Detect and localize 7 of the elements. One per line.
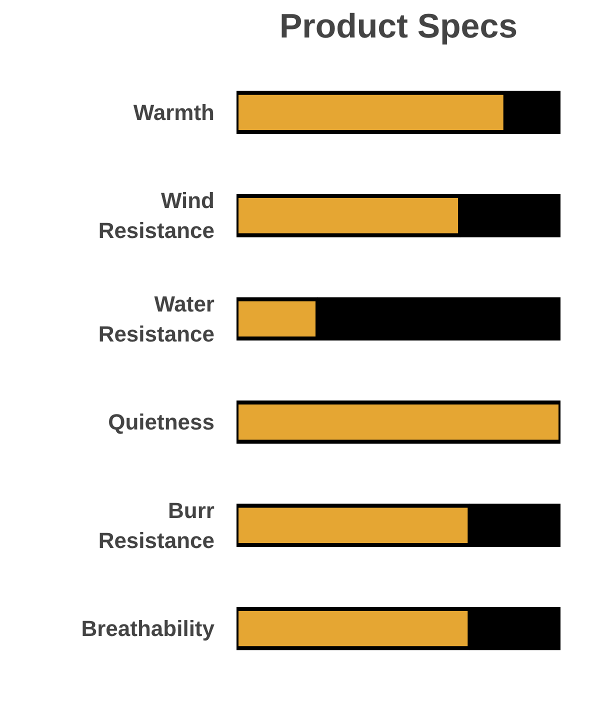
y-tick-label: Quietness xyxy=(108,410,215,435)
y-tick-label: Wind Resistance xyxy=(98,188,215,244)
y-tick-label: Breathability xyxy=(81,616,216,642)
y-tick-label: Burr Resistance xyxy=(98,498,215,553)
y-tick-label: Water Resistance xyxy=(98,291,215,346)
y-tick-label: Warmth xyxy=(133,100,215,125)
chart-title: Product Specs xyxy=(279,8,518,46)
